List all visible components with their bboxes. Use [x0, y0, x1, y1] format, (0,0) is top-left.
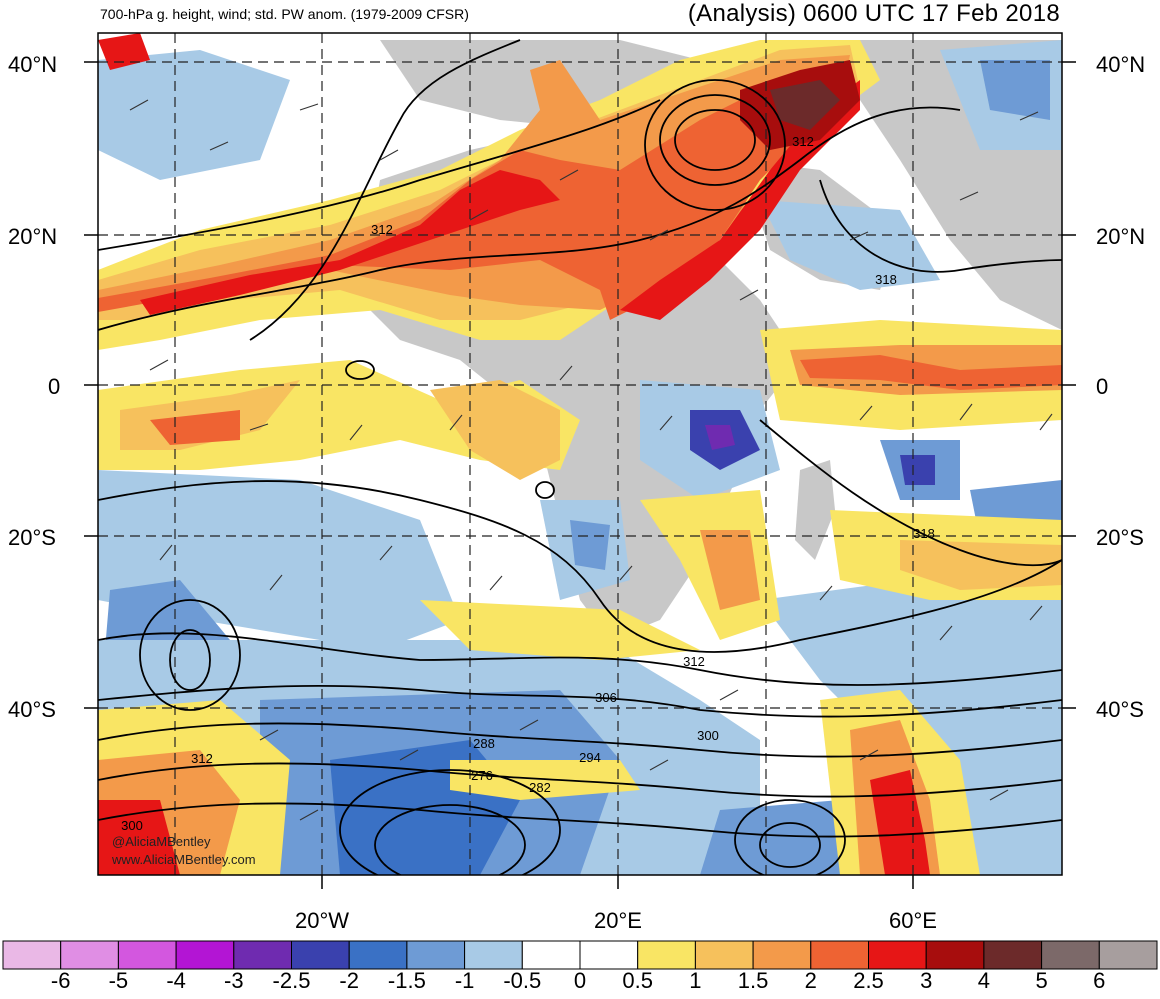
colorbar-tick-label: 1.5: [737, 968, 769, 993]
colorbar-swatch: [2, 940, 62, 970]
madagascar-land: [795, 460, 835, 560]
contour-labels: 312 312 318 318 312 306 300 288 294 276 …: [121, 134, 935, 833]
contour-label: 300: [697, 728, 719, 743]
lon-label: 60°E: [889, 908, 937, 933]
colorbar-tick-label: -1: [454, 968, 475, 993]
colorbar-tick-label: 6: [1093, 968, 1106, 993]
colorbar-tick-label: -1.5: [387, 968, 426, 993]
colorbar-tick-label: 0: [573, 968, 587, 993]
contour-label: 288: [473, 736, 495, 751]
left-title: 700-hPa g. height, wind; std. PW anom. (…: [100, 6, 469, 22]
contour-label: 318: [875, 272, 897, 287]
colorbar-swatch: [175, 940, 235, 970]
lon-label: 20°W: [294, 908, 350, 933]
colorbar-swatch: [60, 940, 119, 970]
colorbar-swatch: [579, 940, 639, 970]
right-title: (Analysis) 0600 UTC 17 Feb 2018: [687, 0, 1060, 27]
map-frame: [97, 32, 1063, 876]
contour-label: 306: [595, 690, 617, 705]
height-contours: [98, 39, 1062, 875]
colorbar-swatch: [348, 940, 408, 970]
lat-label-right: 40°N: [1096, 52, 1146, 77]
colorbar-tick-label: 2.5: [853, 968, 884, 993]
map-gridlines: [98, 33, 1062, 875]
contour-label: 312: [371, 222, 393, 237]
colorbar-tick-label: -0.5: [503, 968, 542, 993]
lat-label-left: 20°S: [8, 525, 56, 550]
lat-label-right: 0: [1096, 374, 1109, 399]
colorbar-swatch: [694, 940, 754, 970]
colorbar-tick-label: -6: [50, 968, 71, 993]
colorbar-tick-label: 4: [977, 968, 991, 993]
colorbar-tick-label: -5: [108, 968, 129, 993]
colorbar-swatch: [1098, 940, 1158, 970]
colorbar-swatch: [752, 940, 812, 970]
colorbar-tick-label: 5: [1035, 968, 1048, 993]
wind-barbs: [129, 99, 1053, 821]
contour-label: 312: [191, 751, 213, 766]
lat-label-left: 20°N: [8, 224, 58, 249]
contour-label: 318: [913, 526, 935, 541]
colorbar-tick-label: -3: [224, 968, 244, 993]
lat-label-right: 40°S: [1096, 697, 1144, 722]
colorbar-tick-label: 1: [689, 968, 702, 993]
contour-label: 300: [121, 818, 143, 833]
colorbar-swatch: [464, 940, 523, 970]
lon-label: 20°E: [594, 908, 642, 933]
colorbar-swatch: [868, 940, 927, 970]
colorbar-tick-label: -2: [339, 968, 359, 993]
credit-website: www.AliciaMBentley.com: [112, 852, 256, 867]
frame-ticks: [84, 61, 1076, 889]
contour-label: 312: [792, 134, 814, 149]
contour-label: 282: [529, 780, 551, 795]
contour-label: 294: [579, 750, 601, 765]
pw-anomaly-fill: [98, 33, 1062, 875]
colorbar-swatch: [637, 940, 696, 970]
colorbar-swatch: [521, 940, 581, 970]
colorbar-tick-label: 0.5: [622, 968, 653, 993]
colorbar-tick-label: 3: [920, 968, 933, 993]
colorbar-swatch: [810, 940, 869, 970]
colorbar-swatch: [925, 940, 985, 970]
colorbar-swatch: [233, 940, 293, 970]
colorbar-swatch: [983, 940, 1043, 970]
colorbar-swatch: [1041, 940, 1100, 970]
credit-handle: @AliciaMBentley: [112, 834, 211, 849]
lat-label-left: 40°N: [8, 52, 58, 77]
contour-label: 312: [683, 654, 705, 669]
colorbar-tick-label: -4: [166, 968, 186, 993]
colorbar-tick-label: -2.5: [272, 968, 311, 993]
colorbar-swatch: [117, 940, 177, 970]
lat-label-right: 20°N: [1096, 224, 1146, 249]
lat-label-left: 40°S: [8, 697, 56, 722]
colorbar: [2, 940, 1158, 970]
contour-label: 276: [471, 768, 493, 783]
colorbar-swatch: [406, 940, 466, 970]
colorbar-swatch: [291, 940, 350, 970]
lat-label-left: 0: [48, 374, 61, 399]
lat-label-right: 20°S: [1096, 525, 1144, 550]
colorbar-tick-label: 2: [804, 968, 817, 993]
